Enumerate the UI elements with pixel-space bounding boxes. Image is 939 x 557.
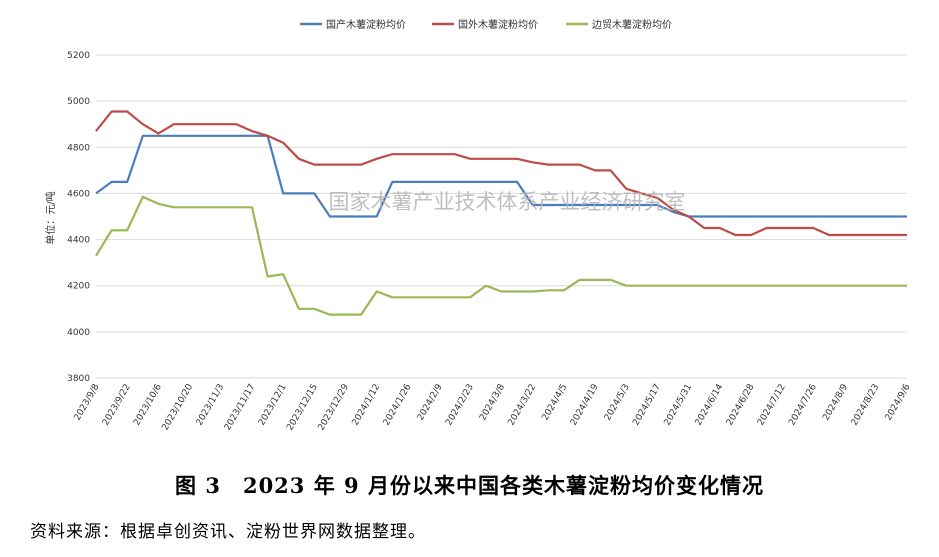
y-tick-label: 4600 — [67, 189, 90, 199]
x-tick-label: 2024/7/12 — [756, 383, 788, 428]
x-tick-label: 2024/5/3 — [603, 383, 632, 423]
legend: 国产木薯淀粉均价 国外木薯淀粉均价 边贸木薯淀粉均价 — [300, 18, 672, 31]
x-tick-label: 2024/5/31 — [663, 383, 695, 428]
x-tick-label: 2024/2/23 — [444, 383, 476, 428]
legend-label: 国外木薯淀粉均价 — [458, 18, 538, 31]
x-tick-label: 2024/8/23 — [850, 383, 882, 428]
x-tick-label: 2023/12/15 — [285, 383, 320, 433]
y-tick-label: 3800 — [67, 374, 90, 384]
series-line-1 — [95, 134, 907, 218]
source-note: 资料来源：根据卓创资讯、淀粉世界网数据整理。 — [30, 522, 426, 542]
series-line-2 — [95, 110, 907, 237]
legend-label: 边贸木薯淀粉均价 — [592, 18, 672, 31]
y-axis-ticks: 3800 4000 4200 4400 4600 4800 5000 5200 — [67, 51, 90, 384]
x-tick-label: 2023/11/17 — [223, 383, 258, 433]
y-tick-label: 4400 — [67, 236, 90, 246]
x-tick-label: 2024/3/8 — [478, 382, 507, 422]
x-tick-label: 2023/10/20 — [161, 382, 196, 432]
x-tick-label: 2023/12/29 — [317, 382, 352, 432]
gridlines — [96, 54, 907, 379]
x-tick-label: 2023/10/6 — [132, 382, 164, 427]
watermark: 国家木薯产业技术体系产业经济研究室 — [329, 190, 686, 214]
y-axis-label: 单位：元/吨 — [44, 191, 57, 244]
x-tick-label: 2024/2/9 — [416, 382, 445, 422]
x-tick-label: 2024/4/19 — [569, 382, 601, 427]
x-tick-label: 2023/9/22 — [101, 383, 133, 428]
legend-label: 国产木薯淀粉均价 — [326, 18, 406, 31]
x-tick-label: 2024/6/28 — [725, 382, 757, 427]
x-tick-label: 2023/11/3 — [195, 383, 227, 428]
x-tick-label: 2024/1/12 — [351, 383, 383, 428]
figure-caption: 图 3 2023 年 9 月份以来中国各类木薯淀粉均价变化情况 — [175, 473, 764, 498]
y-tick-label: 5000 — [67, 97, 90, 107]
x-tick-label: 2024/4/5 — [541, 383, 570, 423]
y-tick-label: 5200 — [67, 51, 90, 61]
y-tick-label: 4200 — [67, 282, 90, 292]
y-tick-label: 4800 — [67, 143, 90, 153]
x-tick-label: 2024/5/17 — [631, 383, 663, 428]
series-lines — [95, 110, 907, 316]
y-tick-label: 4000 — [67, 328, 90, 338]
x-tick-label: 2024/8/9 — [821, 382, 850, 422]
x-tick-label: 2023/12/1 — [257, 383, 289, 428]
x-tick-label: 2024/3/22 — [507, 383, 539, 428]
x-tick-label: 2024/7/26 — [787, 382, 819, 427]
x-tick-label: 2023/9/8 — [73, 382, 102, 422]
series-line-3 — [95, 195, 907, 316]
x-tick-label: 2024/6/14 — [694, 382, 726, 427]
x-tick-label: 2024/1/26 — [382, 382, 414, 427]
x-tick-label: 2024/9/6 — [884, 382, 913, 422]
